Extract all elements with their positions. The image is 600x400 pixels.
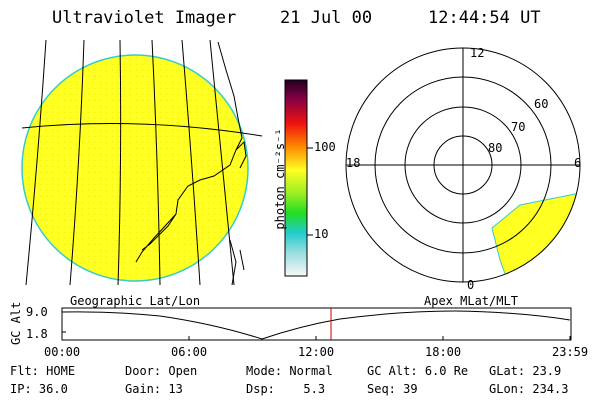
dsp-label: Dsp:	[246, 382, 275, 396]
longitude-line	[69, 40, 85, 285]
app-title: Ultraviolet Imager	[52, 8, 237, 28]
time-tick-1800: 18:00	[425, 345, 462, 359]
lat-label-80: 80	[488, 141, 503, 155]
glon-label: GLon:	[489, 382, 526, 396]
flt-field: Flt: HOME	[10, 364, 75, 378]
mlt-label-0: 0	[467, 278, 475, 292]
glat-field: GLat: 23.9	[489, 364, 561, 378]
dsp-value: 5.3	[303, 382, 326, 396]
uv-disk	[21, 54, 249, 282]
altitude-min-label: 1.8	[26, 327, 48, 341]
flt-value: HOME	[46, 364, 76, 378]
time-label: 12:44:54 UT	[428, 8, 541, 28]
colorbar-tick-10: 10	[314, 227, 329, 241]
date-label: 21 Jul 00	[280, 8, 373, 28]
longitude-line	[117, 40, 122, 285]
longitude-line	[151, 40, 161, 285]
longitude-line	[181, 40, 201, 285]
door-value: Open	[168, 364, 198, 378]
coastline	[135, 41, 247, 285]
glon-field: GLon: 234.3	[489, 382, 568, 396]
gcalt-value: 6.0 Re	[424, 364, 469, 378]
mode-field: Mode: Normal	[246, 364, 333, 378]
dsp-field: Dsp: 5.3	[246, 382, 325, 396]
glon-value: 234.3	[532, 382, 569, 396]
time-tick-0000: 00:00	[44, 345, 81, 359]
polar-plot	[345, 47, 581, 283]
latitude-line	[21, 123, 263, 137]
seq-label: Seq:	[367, 382, 396, 396]
time-tick-1200: 12:00	[298, 345, 335, 359]
mlt-label-12: 12	[470, 46, 485, 60]
glat-value: 23.9	[532, 364, 562, 378]
glat-label: GLat:	[489, 364, 526, 378]
mode-label: Mode:	[246, 364, 283, 378]
seq-field: Seq: 39	[367, 382, 418, 396]
left-caption: Geographic Lat/Lon	[70, 294, 201, 308]
gain-label: Gain:	[125, 382, 162, 396]
ip-field: IP: 36.0	[10, 382, 68, 396]
seq-value: 39	[403, 382, 418, 396]
altitude-curve	[61, 310, 571, 340]
gcalt-label: GC Alt:	[367, 364, 418, 378]
mode-value: Normal	[289, 364, 333, 378]
uv-footprint	[491, 191, 580, 282]
geographic-image	[21, 40, 263, 285]
flt-label: Flt:	[10, 364, 39, 378]
ip-value: 36.0	[38, 382, 68, 396]
lat-label-60: 60	[534, 97, 549, 111]
right-caption: Apex MLat/MLT	[424, 294, 518, 308]
mlt-label-18: 18	[346, 156, 361, 170]
gcalt-field: GC Alt: 6.0 Re	[367, 364, 468, 378]
colorbar	[284, 79, 313, 277]
gain-field: Gain: 13	[125, 382, 183, 396]
altitude-timeline	[61, 307, 572, 341]
time-tick-0600: 06:00	[171, 345, 208, 359]
door-label: Door:	[125, 364, 162, 378]
ip-label: IP:	[10, 382, 32, 396]
longitude-line	[209, 40, 235, 285]
lat-label-70: 70	[511, 120, 526, 134]
door-field: Door: Open	[125, 364, 197, 378]
longitude-line	[25, 40, 47, 285]
colorbar-tick-100: 100	[314, 140, 336, 154]
altitude-max-label: 9.0	[26, 305, 48, 319]
time-tick-2359: 23:59	[552, 345, 589, 359]
mlt-label-6: 6	[574, 156, 582, 170]
gain-value: 13	[168, 382, 183, 396]
